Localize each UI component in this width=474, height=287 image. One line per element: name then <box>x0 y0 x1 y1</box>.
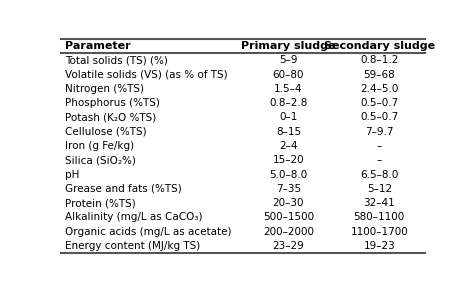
Text: 5–12: 5–12 <box>367 184 392 194</box>
Text: –: – <box>377 141 382 151</box>
Text: 32–41: 32–41 <box>364 198 395 208</box>
Text: 7–9.7: 7–9.7 <box>365 127 393 137</box>
Text: Primary sludge: Primary sludge <box>241 41 336 51</box>
Text: Total solids (TS) (%): Total solids (TS) (%) <box>65 55 168 65</box>
Text: Grease and fats (%TS): Grease and fats (%TS) <box>65 184 182 194</box>
Text: 15–20: 15–20 <box>273 155 304 165</box>
Text: 23–29: 23–29 <box>273 241 304 251</box>
Text: Alkalinity (mg/L as CaCO₃): Alkalinity (mg/L as CaCO₃) <box>65 212 202 222</box>
Text: Parameter: Parameter <box>65 41 130 51</box>
Text: 2–4: 2–4 <box>279 141 298 151</box>
Text: 7–35: 7–35 <box>276 184 301 194</box>
Text: 580–1100: 580–1100 <box>354 212 405 222</box>
Text: Protein (%TS): Protein (%TS) <box>65 198 136 208</box>
Text: Silica (SiO₂%): Silica (SiO₂%) <box>65 155 136 165</box>
Text: Organic acids (mg/L as acetate): Organic acids (mg/L as acetate) <box>65 227 231 237</box>
Text: 2.4–5.0: 2.4–5.0 <box>360 84 399 94</box>
Text: 60–80: 60–80 <box>273 69 304 79</box>
Text: pH: pH <box>65 170 79 180</box>
Text: –: – <box>377 155 382 165</box>
Text: Nitrogen (%TS): Nitrogen (%TS) <box>65 84 144 94</box>
Text: 0.5–0.7: 0.5–0.7 <box>360 98 399 108</box>
Text: 0.8–2.8: 0.8–2.8 <box>269 98 308 108</box>
Text: 59–68: 59–68 <box>364 69 395 79</box>
Text: 6.5–8.0: 6.5–8.0 <box>360 170 399 180</box>
Text: Volatile solids (VS) (as % of TS): Volatile solids (VS) (as % of TS) <box>65 69 228 79</box>
Text: 1100–1700: 1100–1700 <box>350 227 408 237</box>
Text: 1.5–4: 1.5–4 <box>274 84 302 94</box>
Text: Potash (K₂O %TS): Potash (K₂O %TS) <box>65 113 156 123</box>
Text: 0–1: 0–1 <box>279 113 298 123</box>
Text: Iron (g Fe/kg): Iron (g Fe/kg) <box>65 141 134 151</box>
Text: 20–30: 20–30 <box>273 198 304 208</box>
Text: 5–9: 5–9 <box>279 55 298 65</box>
Text: Phosphorus (%TS): Phosphorus (%TS) <box>65 98 160 108</box>
Text: 200–2000: 200–2000 <box>263 227 314 237</box>
Text: 19–23: 19–23 <box>364 241 395 251</box>
Text: 5.0–8.0: 5.0–8.0 <box>269 170 308 180</box>
Text: 0.8–1.2: 0.8–1.2 <box>360 55 399 65</box>
Text: Cellulose (%TS): Cellulose (%TS) <box>65 127 146 137</box>
Text: 8–15: 8–15 <box>276 127 301 137</box>
Text: 0.5–0.7: 0.5–0.7 <box>360 113 399 123</box>
Text: Secondary sludge: Secondary sludge <box>324 41 435 51</box>
Text: 500–1500: 500–1500 <box>263 212 314 222</box>
Text: Energy content (MJ/kg TS): Energy content (MJ/kg TS) <box>65 241 200 251</box>
